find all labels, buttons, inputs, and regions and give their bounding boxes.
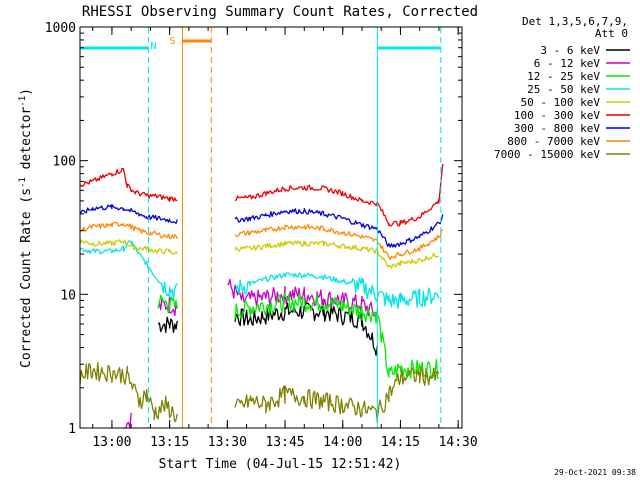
y-axis-label-part1: Corrected Count Rate (s <box>19 188 34 368</box>
legend-label-4: 25 - 50 keV <box>527 83 600 96</box>
series-line-9-seg-2 <box>234 366 440 423</box>
legend-label-9: 7000 - 15000 keV <box>494 148 600 161</box>
series-line-4-seg-1 <box>79 240 178 300</box>
x-tick-label-4: 13:45 <box>265 435 304 450</box>
series-line-2-seg-2 <box>157 296 178 317</box>
series-line-2-seg-3 <box>227 278 378 317</box>
series-line-9-seg-1 <box>79 361 178 423</box>
legend-header-line1: Det 1,3,5,6,7,9, <box>522 15 628 28</box>
y-tick-label-3: 100 <box>53 155 76 170</box>
y-axis-label-sup1: -1 <box>18 177 28 188</box>
legend-label-5: 50 - 100 keV <box>521 96 601 109</box>
legend-label-6: 100 - 300 keV <box>514 109 600 122</box>
y-tick-label-1: 1 <box>68 422 76 437</box>
series-line-3-seg-2 <box>234 292 439 379</box>
x-tick-label-6: 14:15 <box>381 435 420 450</box>
y-axis-label: Corrected Count Rate (s-1 detector-1) <box>18 88 34 368</box>
series-line-5-seg-2 <box>234 240 439 269</box>
series-line-7-seg-1 <box>79 203 178 224</box>
y-axis-label-part3: ) <box>19 88 34 96</box>
saa-marker-label: S <box>169 36 175 47</box>
y-axis-label-sup2: -1 <box>18 96 28 107</box>
series-line-1-seg-2 <box>234 302 379 356</box>
x-tick-label-2: 13:15 <box>150 435 189 450</box>
chart-title: RHESSI Observing Summary Count Rates, Co… <box>82 4 478 20</box>
series-line-5-seg-1 <box>79 239 178 255</box>
series-line-1-seg-1 <box>157 316 178 334</box>
series-line-2-seg-1 <box>123 412 132 429</box>
legend-label-1: 3 - 6 keV <box>540 44 600 57</box>
y-tick-label-2: 10 <box>60 288 76 303</box>
y-axis-label-part2: detector <box>19 107 34 178</box>
series-line-8-seg-1 <box>79 221 178 240</box>
x-tick-label-3: 13:30 <box>208 435 247 450</box>
series-line-7-seg-2 <box>234 207 444 248</box>
x-axis-label: Start Time (04-Jul-15 12:51:42) <box>159 457 402 472</box>
x-tick-label-7: 14:30 <box>439 435 478 450</box>
x-tick-label-1: 13:00 <box>92 435 131 450</box>
night-marker-label: N <box>150 41 156 52</box>
series-line-6-seg-1 <box>79 167 178 202</box>
legend-label-2: 6 - 12 keV <box>534 57 601 70</box>
legend-header-line2: Att 0 <box>595 27 628 40</box>
axes: 13:00 13:15 13:30 13:45 14:00 14:15 14:30 1 10 10… <box>45 21 478 450</box>
series-line-3-seg-1 <box>157 294 178 313</box>
legend-label-8: 800 - 7000 keV <box>507 135 600 148</box>
series-line-4-seg-2 <box>234 272 440 310</box>
timestamp: 29-Oct-2021 09:38 <box>554 468 636 477</box>
y-tick-label-4: 1000 <box>45 21 76 36</box>
plot-frame <box>79 26 463 429</box>
x-tick-label-5: 14:00 <box>323 435 362 450</box>
legend-label-3: 12 - 25 keV <box>527 70 600 83</box>
series-line-6-seg-2 <box>234 163 444 227</box>
series-line-8-seg-2 <box>234 224 444 261</box>
legend-label-7: 300 - 800 keV <box>514 122 600 135</box>
